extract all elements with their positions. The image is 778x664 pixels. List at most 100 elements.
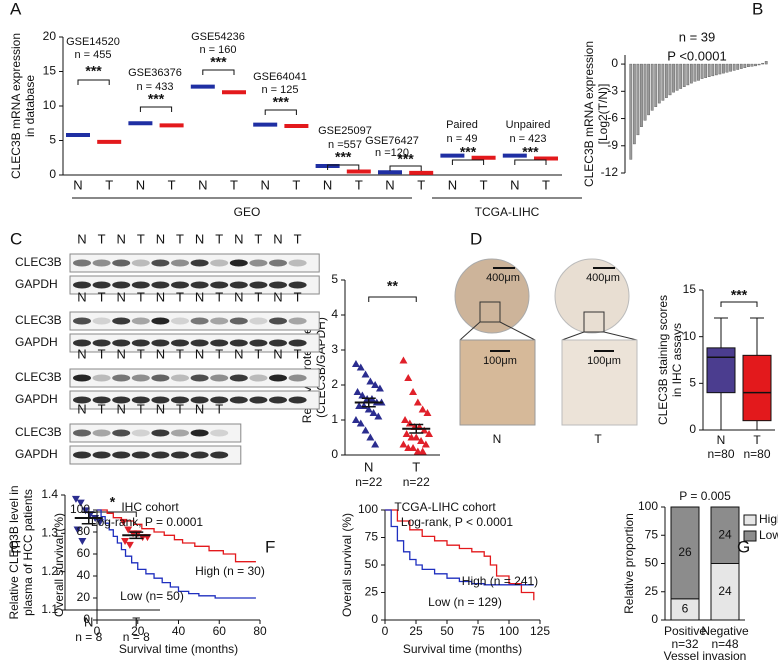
point (420, 426, 429, 434)
y-tick-label: 75 (645, 527, 659, 541)
zoom-box (479, 301, 501, 323)
blot-band (112, 429, 131, 437)
panel-label: G (737, 537, 750, 556)
y-tick-label: 50 (645, 556, 659, 570)
blot-band (210, 374, 229, 382)
y-tick-label: 20 (43, 29, 57, 43)
blot-band (269, 281, 287, 289)
y-tick-label: 100 (70, 502, 90, 516)
blot-band (171, 339, 189, 347)
blot-band (190, 374, 209, 382)
x-sublabel: n=32 (671, 637, 698, 651)
x-tick-label: N (448, 177, 457, 192)
blot-band (92, 281, 111, 289)
lane-label: N (77, 231, 86, 246)
bar-segment (710, 506, 740, 564)
blot-band (92, 374, 111, 382)
blot-band (92, 451, 111, 459)
point (95, 518, 104, 526)
bar (632, 63, 636, 145)
chart-subtitle: Log-rank, P = 0.0001 (91, 515, 204, 529)
x-axis-label: Survival time (months) (119, 642, 238, 656)
blot-band (73, 451, 91, 459)
bar (697, 63, 700, 81)
series-label: High (n = 30) (195, 564, 265, 578)
point (356, 419, 365, 427)
blot-band (92, 259, 111, 267)
blot-band (210, 429, 229, 437)
x-tick-label: 0 (94, 624, 101, 638)
blot-band (288, 259, 307, 267)
blot-band (112, 374, 131, 382)
blot-band (73, 429, 91, 437)
lane-label: T (176, 346, 184, 361)
blot-band (171, 317, 189, 325)
x-sublabel: n=48 (711, 637, 738, 651)
whisker (750, 420, 764, 431)
point (366, 433, 375, 441)
point (399, 440, 408, 448)
lane-label: N (117, 401, 126, 416)
x-tick-label: 75 (471, 624, 485, 638)
blot-band (190, 396, 209, 404)
series-label: Low (n= 50) (120, 589, 184, 603)
blot-band (73, 396, 91, 404)
y-tick-label: 0 (83, 612, 90, 626)
y-tick-label: 10 (683, 329, 697, 343)
lane-label: T (294, 346, 302, 361)
blot-band (73, 281, 91, 289)
x-tick-label: 100 (499, 624, 519, 638)
point (412, 433, 421, 441)
panel-label: B (752, 0, 763, 18)
bar (668, 63, 672, 96)
lane-label: N (195, 401, 204, 416)
x-axis-label: Vessel invasion (664, 649, 747, 663)
y-axis-label: Overall survival (%) (52, 513, 66, 617)
lane-label: T (176, 401, 184, 416)
bar (764, 61, 768, 65)
x-tick-label: T (412, 459, 420, 474)
bar (718, 63, 722, 75)
blot-band (151, 374, 170, 382)
bar (704, 63, 708, 78)
blot-band (229, 339, 248, 347)
x-tick-label: N (136, 177, 145, 192)
blot-band (210, 259, 229, 267)
blot-band (249, 317, 268, 325)
y-axis-label: CLEC3B mRNA expression (582, 41, 596, 187)
x-sublabel: n=80 (707, 447, 734, 461)
point (375, 384, 384, 392)
y-tick-label: 0 (651, 612, 658, 626)
y-tick-label: 100 (358, 502, 378, 516)
blot-band (171, 396, 189, 404)
lane-label: N (77, 401, 86, 416)
blot-band (131, 317, 150, 325)
bar (689, 63, 693, 84)
lane-label: N (234, 231, 243, 246)
y-tick-label: 5 (689, 376, 696, 390)
significance: *** (460, 144, 477, 160)
blot-band (112, 339, 131, 347)
x-tick-label: 125 (530, 624, 550, 638)
blot-band (171, 451, 189, 459)
point (364, 405, 373, 413)
blot-band (171, 259, 189, 267)
blot-band (73, 317, 91, 325)
y-tick-label: 15 (683, 282, 697, 296)
row-label: GAPDH (15, 335, 58, 349)
row-label: CLEC3B (15, 255, 62, 269)
blot-band (288, 317, 307, 325)
blot-band (229, 281, 248, 289)
y-tick-label: 1 (331, 412, 338, 426)
blot-band (249, 259, 268, 267)
y-tick-label: 100 (638, 499, 658, 513)
blot-band (249, 374, 268, 382)
x-tick-label: 0 (382, 624, 389, 638)
bar (682, 63, 686, 87)
point (409, 444, 418, 451)
blot-band (131, 281, 150, 289)
point (417, 437, 426, 444)
bar (657, 63, 661, 104)
dataset-name: GSE54236 (191, 31, 245, 43)
bar (661, 63, 665, 101)
